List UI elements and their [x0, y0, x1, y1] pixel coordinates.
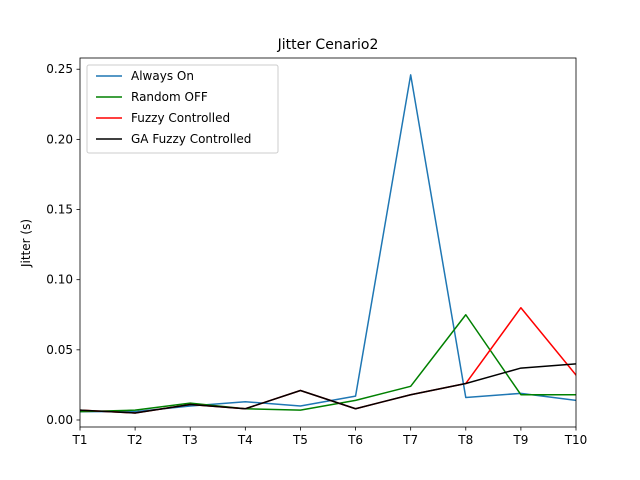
y-tick-label: 0.20 — [46, 132, 73, 146]
legend-label-1: Always On — [131, 69, 194, 83]
legend-label-4: GA Fuzzy Controlled — [131, 132, 251, 146]
legend-box — [86, 64, 279, 154]
x-tick-label: T6 — [347, 433, 363, 447]
y-axis-label: Jitter (s) — [19, 219, 33, 268]
axes-frame — [79, 57, 577, 428]
y-tick-label: 0.00 — [46, 413, 73, 427]
y-tick-label: 0.10 — [46, 273, 73, 287]
x-tick-label: T7 — [402, 433, 418, 447]
series-lines — [80, 74, 576, 414]
x-tick-label: T1 — [72, 433, 88, 447]
x-tick-label: T3 — [182, 433, 198, 447]
x-tick-label: T9 — [512, 433, 528, 447]
plot-area: T1 T2 T3 T4 T5 T6 T7 T8 T9 T10 0.00 0.05 0.10 0.15 0.2… — [46, 57, 588, 447]
legend-label-3: Fuzzy Controlled — [131, 111, 230, 125]
legend: Always On Random OFF Fuzzy Controlled GA Fu… — [86, 64, 279, 154]
x-tick-label: T5 — [292, 433, 308, 447]
y-tick-label: 0.15 — [46, 203, 73, 217]
series-line-4 — [80, 363, 576, 414]
y-tick-label: 0.25 — [46, 62, 73, 76]
x-tick-label: T4 — [237, 433, 253, 447]
y-tick-label: 0.05 — [46, 343, 73, 357]
x-tick-label: T10 — [564, 433, 588, 447]
x-tick-label: T8 — [457, 433, 473, 447]
x-tick-label: T2 — [127, 433, 143, 447]
chart-title: Jitter Cenario2 — [277, 37, 379, 53]
series-line-2 — [80, 314, 576, 413]
legend-label-2: Random OFF — [131, 90, 208, 104]
